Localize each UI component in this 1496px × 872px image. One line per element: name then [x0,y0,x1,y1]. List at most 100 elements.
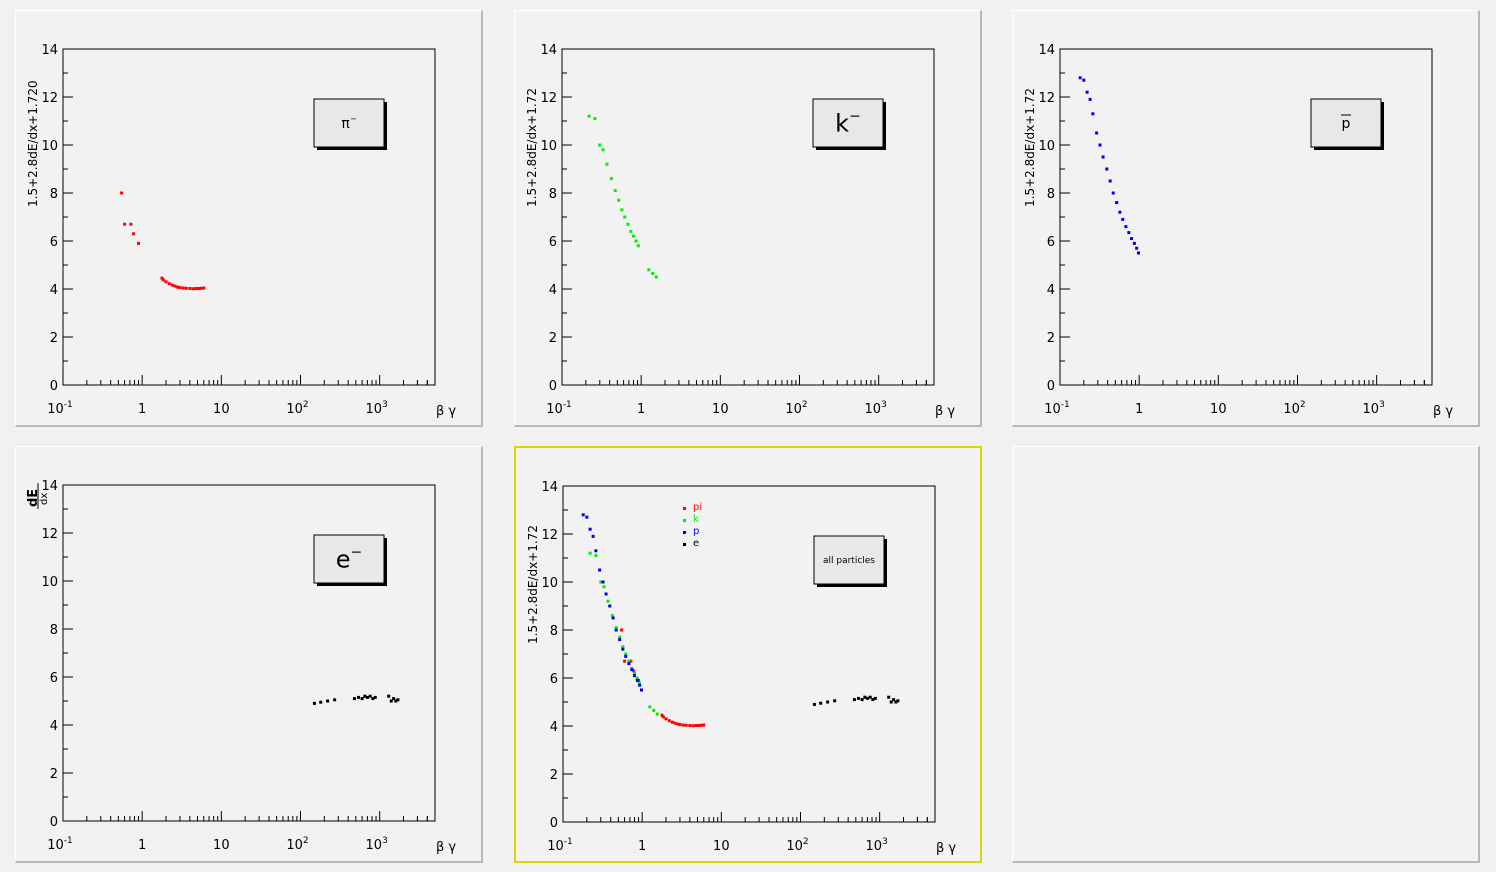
point-e [865,696,869,700]
pad-k[interactable]: 0 2 4 6 8 10 12 14 10-1 1 10 102 103 β γ 1.5+2.8dE/dx+… [514,10,982,427]
x-tick-label: 1 [138,402,146,417]
pad-p[interactable]: 0 2 4 6 8 10 12 14 10-1 1 10 102 103 β γ 1.5+2.8dE/dx+… [1012,10,1480,427]
point-e [312,701,316,705]
x-tick-base: 10 [866,839,883,854]
point-p [588,527,592,531]
legend-marker-p [683,531,686,534]
point-p [608,604,612,608]
point-e [368,694,372,698]
point-e [826,700,830,704]
point-pi [699,723,703,727]
point-e [319,700,323,704]
pad-all[interactable]: 0 2 4 6 8 10 12 14 10-1 1 10 102 103 β γ 1.5+2.8dE/dx+… [514,446,982,863]
point-pi [173,284,177,288]
point-k [598,143,602,147]
point-pi [160,276,164,280]
point-e [387,694,391,698]
point-k [648,705,652,709]
point-p [1105,167,1109,171]
particle-label-text: p [1342,116,1351,132]
x-tick-label: 103 [866,837,888,854]
x-tick-label: 10-1 [547,837,573,854]
y-tick-label: 14 [41,43,58,58]
point-k [605,162,609,166]
x-tick-base: 10 [865,402,882,417]
point-k [588,551,592,555]
point-k [635,676,639,680]
y-tick-label: 4 [550,720,558,735]
point-k [599,580,603,584]
y-tick-label: 10 [541,576,558,591]
point-p [1132,241,1136,245]
particle-label-text: e [336,545,351,573]
point-pi [684,723,688,727]
point-p [614,628,618,632]
point-e [389,699,393,703]
legend-marker-k [683,519,686,522]
point-p [611,616,615,620]
point-k [609,177,613,181]
point-k [627,659,631,663]
point-pi [667,719,671,723]
x-tick-label: 103 [366,400,388,417]
y-tick-label: 4 [549,283,557,298]
point-k [632,671,636,675]
point-pi [120,191,124,195]
y-tick-label: 12 [541,528,558,543]
pad-e[interactable]: 0 2 4 6 8 10 12 14 10-1 1 10 102 103 β γ dE dx e− [15,446,483,863]
x-tick-exp: 2 [1300,400,1306,410]
point-pi [697,724,701,728]
point-e [868,695,872,699]
point-e [352,697,356,701]
point-e [819,701,823,705]
x-tick-label: 102 [785,400,807,417]
point-k [654,275,658,279]
x-tick-base: 10 [286,838,303,853]
point-e [371,697,375,701]
point-pi [170,283,174,287]
x-tick-label: 1 [637,402,645,417]
x-tick-base: 10 [785,402,802,417]
x-tick-exp: 2 [303,400,309,410]
point-p [1118,210,1122,214]
point-e [365,695,369,699]
particle-label-text: k [835,109,849,137]
point-k [594,554,598,558]
y-tick-label: 12 [1038,91,1055,106]
x-tick-label: 103 [1363,400,1385,417]
y-axis-title: 1.5+2.8dE/dx+1.72 [1023,88,1037,207]
point-pi [676,722,680,726]
x-tick-base: 10 [366,402,383,417]
x-tick-label: 102 [286,400,308,417]
x-tick-base: 10 [713,839,730,854]
pad-pi[interactable]: 0 2 4 6 8 10 12 14 10-1 1 10 102 103 β γ 1.5+2.8dE/dx+… [15,10,483,427]
point-pi [202,286,206,290]
point-k [636,244,640,248]
x-tick-label: 1 [138,838,146,853]
pad-empty[interactable] [1012,446,1480,863]
x-tick-exp: 2 [802,400,808,410]
point-pi [678,723,682,727]
point-pi [623,659,627,663]
y-tick-label: 10 [1038,139,1055,154]
point-pi [167,282,171,286]
x-tick-exp: -1 [563,400,572,410]
point-pi [161,278,165,282]
label-box [313,534,385,584]
y-tick-label: 0 [50,379,58,394]
y-tick-label: 10 [41,139,58,154]
point-k [637,681,641,685]
point-k [631,234,635,238]
point-pi [673,721,677,725]
x-tick-base: 10 [366,838,383,853]
point-k [614,626,618,630]
point-pi [660,713,664,717]
x-tick-base: 10 [286,402,303,417]
y-tick-label: 8 [549,187,557,202]
point-e [873,696,877,700]
point-pi [188,287,192,291]
y-axis-title-bottom: dx [39,493,50,505]
point-pi [164,280,168,284]
point-p [1101,155,1105,159]
point-pi [661,715,665,719]
